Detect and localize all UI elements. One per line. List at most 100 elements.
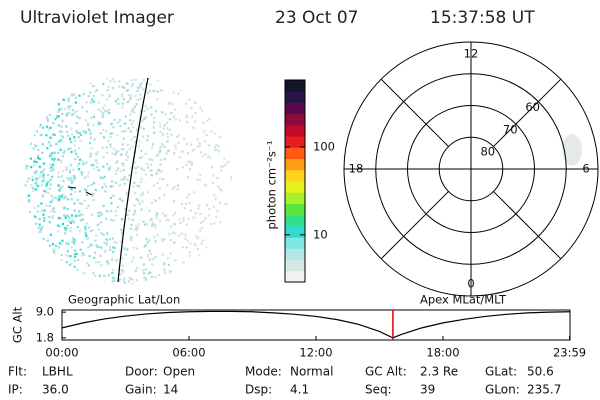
colorbar-swatch [285, 124, 305, 137]
speckle [95, 88, 98, 92]
speckle [69, 169, 72, 172]
speckle [131, 82, 135, 85]
speckle [205, 100, 208, 103]
speckle [149, 271, 152, 274]
speckle [184, 274, 187, 277]
speckle [142, 79, 145, 82]
speckle [49, 272, 52, 275]
speckle [224, 241, 227, 244]
speckle [231, 205, 232, 208]
speckle [89, 130, 92, 133]
speckle [31, 238, 34, 241]
speckle [73, 242, 76, 245]
speckle [99, 211, 102, 214]
speckle [105, 129, 108, 132]
speckle [87, 246, 90, 249]
speckle [51, 214, 54, 217]
speckle [68, 108, 71, 111]
speckle [66, 227, 69, 230]
speckle [45, 184, 48, 187]
speckle [48, 187, 51, 190]
speckle [49, 144, 52, 147]
speckle [57, 103, 60, 106]
speckle [105, 110, 108, 113]
speckle [51, 216, 54, 220]
speckle [168, 101, 171, 105]
speckle [67, 97, 70, 100]
speckle [100, 221, 103, 224]
speckle [79, 213, 82, 216]
speckle [45, 182, 49, 185]
speckle [218, 278, 222, 282]
speckle [118, 80, 121, 83]
speckle [228, 154, 231, 157]
speckle [40, 265, 43, 268]
speckle [48, 113, 52, 116]
speckle [67, 242, 70, 245]
speckle [29, 245, 32, 248]
date: 23 Oct 07 [275, 8, 358, 28]
speckle [109, 143, 112, 146]
speckle [73, 252, 76, 256]
speckle [83, 199, 86, 202]
speckle [56, 114, 59, 118]
speckle [112, 126, 115, 129]
speckle [231, 200, 232, 204]
speckle [175, 135, 179, 139]
speckle [117, 85, 121, 88]
speckle [146, 223, 149, 226]
speckle [184, 102, 188, 105]
speckle [117, 149, 120, 153]
speckle [178, 276, 181, 279]
speckle [149, 169, 152, 173]
speckle [37, 78, 40, 81]
speckle [32, 133, 35, 136]
speckle [148, 158, 151, 161]
speckle [94, 274, 97, 278]
speckle [103, 280, 106, 283]
speckle [203, 276, 206, 280]
speckle [62, 76, 65, 79]
speckle [130, 283, 134, 284]
speckle [161, 253, 164, 256]
polar-spoke [493, 191, 562, 260]
speckle [63, 88, 67, 91]
speckle [216, 245, 219, 248]
speckle [158, 197, 161, 200]
speckle [218, 201, 222, 204]
speckle [144, 104, 147, 107]
speckle [172, 91, 175, 94]
speckle [102, 204, 105, 207]
speckle [58, 280, 61, 283]
speckle [174, 259, 177, 262]
speckle [72, 271, 75, 274]
speckle [85, 207, 88, 210]
speckle [146, 241, 149, 244]
speckle [70, 214, 74, 217]
speckle [174, 144, 177, 147]
speckle [81, 254, 84, 257]
speckle [41, 265, 44, 268]
speckle [181, 166, 184, 169]
speckle [32, 124, 36, 127]
speckle [32, 147, 36, 150]
speckle [228, 238, 231, 242]
speckle [132, 256, 135, 259]
speckle [87, 264, 91, 267]
speckle [150, 106, 153, 109]
speckle [60, 134, 63, 137]
speckle [224, 268, 228, 271]
altitude-curve [61, 310, 570, 339]
speckle [129, 227, 133, 230]
speckle [212, 276, 216, 280]
speckle [173, 223, 176, 226]
speckle [76, 83, 80, 86]
speckle [142, 168, 146, 172]
speckle [178, 274, 181, 277]
speckle [73, 209, 76, 212]
speckle [219, 221, 222, 224]
speckle [29, 157, 33, 160]
colorbar-swatch [285, 270, 305, 283]
speckle [59, 161, 62, 164]
colorbar-tick-label: 10 [313, 227, 328, 241]
